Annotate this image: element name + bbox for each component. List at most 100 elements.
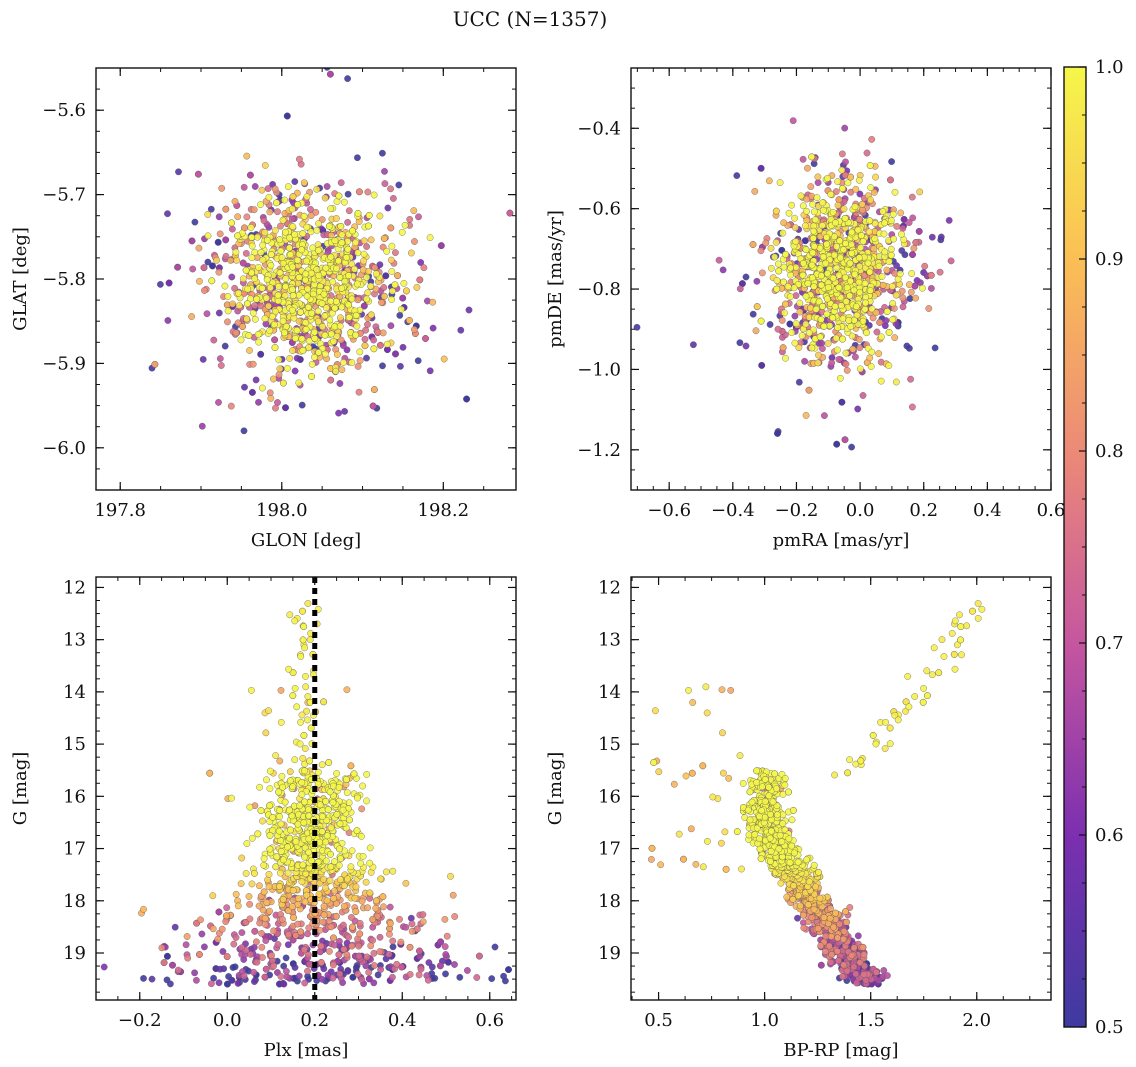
data-point [757,164,765,172]
data-point [364,904,371,912]
data-point [253,938,260,946]
data-point [379,362,386,370]
data-point [782,251,789,258]
data-point [204,211,212,218]
data-point [160,959,168,966]
data-point [326,222,333,230]
data-point [815,298,823,306]
data-point [847,323,855,330]
data-point [839,315,847,323]
data-point [265,871,273,878]
data-point [416,276,424,284]
data-point [885,258,893,266]
y-tick-label: 12 [63,577,86,598]
data-point [301,798,308,806]
data-point [291,685,299,692]
data-point [389,943,397,951]
data-point [246,347,253,354]
x-tick-label: −0.4 [711,500,755,521]
data-point [338,303,346,311]
data-point [249,389,256,396]
y-tick-label: −6.0 [42,438,86,459]
data-point [338,366,346,374]
data-point [464,967,471,974]
data-point [329,799,337,806]
data-point [419,911,427,918]
data-point [291,756,299,764]
data-point [277,719,285,726]
data-point [322,264,330,272]
data-point [315,220,322,227]
data-point [140,975,147,982]
data-point [830,251,838,259]
data-point [887,245,895,253]
data-point [232,329,240,337]
data-point [398,305,405,313]
data-point [879,208,887,215]
data-point [366,889,374,897]
data-point [165,279,173,287]
data-point [297,928,305,936]
data-point [809,235,817,242]
data-point [286,355,294,362]
data-point [915,228,923,235]
data-point [311,353,318,361]
data-point [286,834,294,842]
data-point [257,350,265,358]
data-point [799,271,807,279]
data-point [304,600,312,607]
data-point [753,303,761,310]
x-tick-label: 0.0 [213,1010,242,1031]
data-point [802,222,809,230]
data-point [294,201,302,208]
data-point [248,687,255,694]
data-point [251,302,259,309]
data-point [396,312,404,319]
data-point [383,247,391,255]
data-point [762,239,770,247]
data-point [228,273,236,281]
data-point [332,912,340,920]
data-point [855,176,863,184]
data-point [279,895,287,903]
data-point [287,777,294,785]
data-point [823,240,831,248]
data-point [437,962,444,970]
data-point [239,275,247,283]
data-point [346,816,353,824]
data-point [773,285,781,293]
data-point [887,251,895,259]
data-point [367,236,375,244]
data-point [323,183,331,190]
data-point [387,256,395,264]
data-point [843,367,851,374]
data-point [320,965,328,973]
data-point [198,930,206,938]
data-point [360,302,368,310]
data-point [335,192,343,200]
data-point [183,933,191,940]
data-point [288,903,296,910]
data-point [238,944,246,952]
data-point [301,644,308,652]
data-point [215,399,222,406]
x-tick-label: 0.4 [388,1010,417,1031]
data-point [844,179,852,187]
data-point [321,312,329,320]
data-point [757,317,765,325]
data-point [367,311,375,319]
data-point [327,376,335,384]
data-point [795,344,803,351]
data-point [846,292,854,300]
data-point [358,976,366,983]
data-point [834,934,841,942]
y-tick-label: −5.8 [42,269,86,290]
data-point [826,942,833,950]
data-point [215,268,223,276]
data-point [254,830,262,838]
data-point [316,838,323,846]
data-point [330,934,337,942]
data-point [251,869,258,877]
y-axis-label: GLAT [deg] [10,227,31,331]
y-axis-label: pmDE [mas/yr] [545,210,566,348]
